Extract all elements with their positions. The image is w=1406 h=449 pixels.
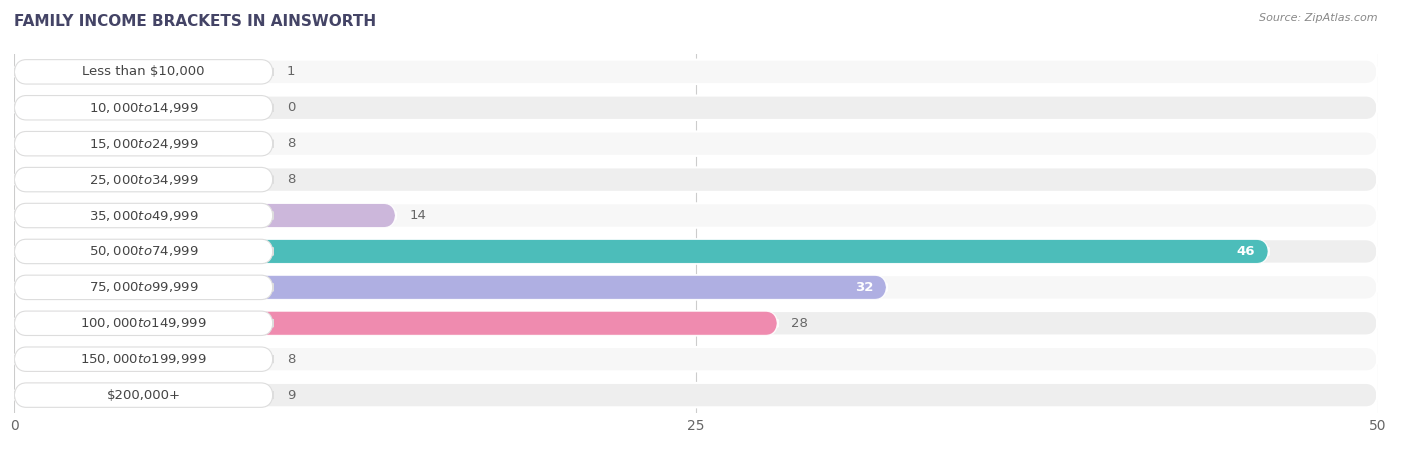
FancyBboxPatch shape [14, 60, 273, 84]
Text: Less than $10,000: Less than $10,000 [83, 66, 205, 78]
FancyBboxPatch shape [14, 311, 273, 335]
Text: 1: 1 [287, 66, 295, 78]
Text: 28: 28 [792, 317, 808, 330]
FancyBboxPatch shape [14, 275, 273, 299]
FancyBboxPatch shape [14, 383, 1378, 407]
Text: FAMILY INCOME BRACKETS IN AINSWORTH: FAMILY INCOME BRACKETS IN AINSWORTH [14, 14, 377, 29]
FancyBboxPatch shape [14, 203, 396, 228]
FancyBboxPatch shape [14, 203, 1378, 228]
Text: Source: ZipAtlas.com: Source: ZipAtlas.com [1260, 13, 1378, 23]
Text: $150,000 to $199,999: $150,000 to $199,999 [80, 352, 207, 366]
FancyBboxPatch shape [14, 347, 1378, 371]
Text: 46: 46 [1237, 245, 1256, 258]
FancyBboxPatch shape [14, 239, 1378, 264]
Text: $25,000 to $34,999: $25,000 to $34,999 [89, 172, 198, 187]
FancyBboxPatch shape [14, 132, 273, 156]
FancyBboxPatch shape [14, 60, 1378, 84]
FancyBboxPatch shape [14, 275, 887, 299]
FancyBboxPatch shape [14, 132, 232, 156]
Text: 8: 8 [287, 353, 295, 365]
Text: 32: 32 [855, 281, 873, 294]
FancyBboxPatch shape [14, 239, 273, 264]
FancyBboxPatch shape [14, 167, 232, 192]
Text: 9: 9 [287, 389, 295, 401]
Text: $50,000 to $74,999: $50,000 to $74,999 [89, 244, 198, 259]
Text: 8: 8 [287, 173, 295, 186]
FancyBboxPatch shape [14, 275, 1378, 299]
FancyBboxPatch shape [14, 96, 273, 120]
FancyBboxPatch shape [14, 132, 1378, 156]
Text: $35,000 to $49,999: $35,000 to $49,999 [89, 208, 198, 223]
FancyBboxPatch shape [14, 96, 37, 120]
FancyBboxPatch shape [14, 167, 1378, 192]
FancyBboxPatch shape [14, 347, 273, 371]
FancyBboxPatch shape [14, 96, 1378, 120]
FancyBboxPatch shape [14, 203, 273, 228]
Text: 14: 14 [409, 209, 426, 222]
FancyBboxPatch shape [14, 311, 778, 335]
FancyBboxPatch shape [14, 347, 232, 371]
Text: $200,000+: $200,000+ [107, 389, 180, 401]
Text: $75,000 to $99,999: $75,000 to $99,999 [89, 280, 198, 295]
Text: $15,000 to $24,999: $15,000 to $24,999 [89, 136, 198, 151]
Text: 8: 8 [287, 137, 295, 150]
Text: 0: 0 [287, 101, 295, 114]
FancyBboxPatch shape [14, 383, 260, 407]
Text: $100,000 to $149,999: $100,000 to $149,999 [80, 316, 207, 330]
Text: $10,000 to $14,999: $10,000 to $14,999 [89, 101, 198, 115]
FancyBboxPatch shape [14, 167, 273, 192]
FancyBboxPatch shape [14, 311, 1378, 335]
FancyBboxPatch shape [14, 383, 273, 407]
FancyBboxPatch shape [14, 239, 1268, 264]
FancyBboxPatch shape [14, 60, 41, 84]
